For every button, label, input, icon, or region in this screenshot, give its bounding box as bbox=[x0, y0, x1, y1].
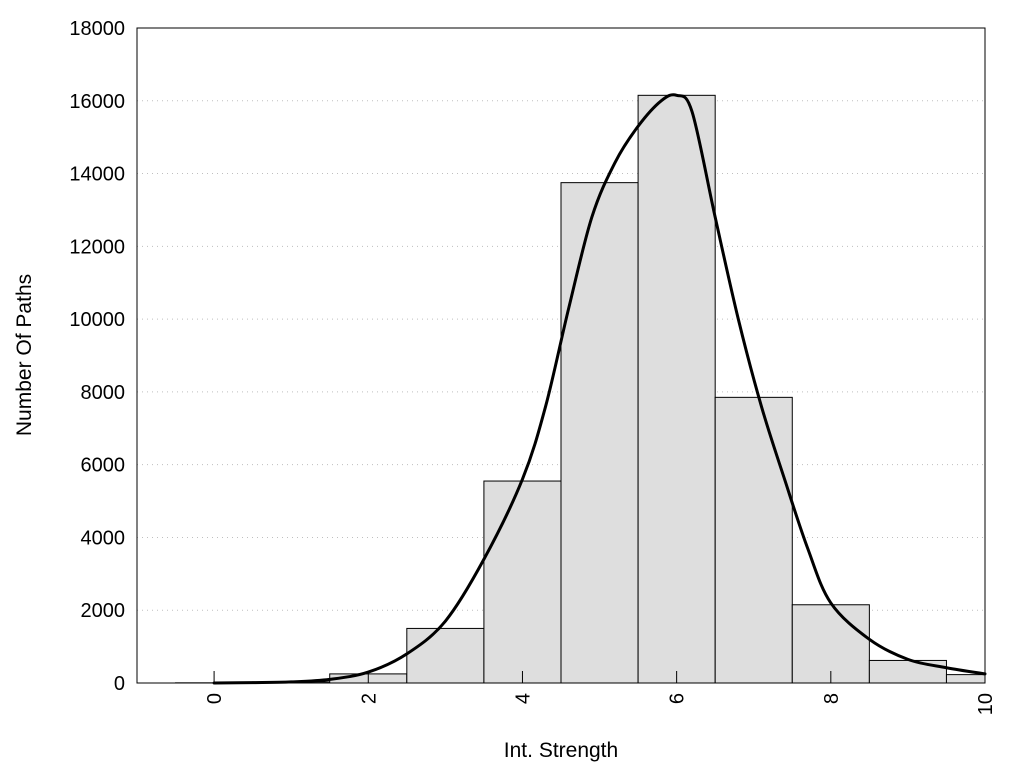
x-tick-label: 0 bbox=[204, 693, 226, 704]
x-axis-ticks: 0 2 4 6 8 10 bbox=[204, 671, 997, 715]
histogram-bar bbox=[945, 674, 986, 684]
x-tick-label: 10 bbox=[975, 693, 997, 715]
x-tick-label: 4 bbox=[512, 693, 534, 704]
x-tick-label: 8 bbox=[821, 693, 843, 704]
histogram-bar bbox=[714, 396, 793, 684]
histogram-bar bbox=[637, 94, 716, 684]
y-tick-label: 14000 bbox=[69, 164, 125, 186]
histogram-bar bbox=[868, 659, 947, 684]
x-axis-label: Int. Strength bbox=[504, 739, 618, 762]
y-tick-label: 18000 bbox=[69, 18, 125, 40]
y-tick-label: 10000 bbox=[69, 309, 125, 331]
y-tick-label: 0 bbox=[114, 673, 125, 695]
histogram-bar bbox=[406, 627, 485, 684]
histogram-bar bbox=[560, 182, 639, 684]
bar-series bbox=[175, 94, 986, 684]
y-tick-label: 16000 bbox=[69, 91, 125, 113]
histogram-bar bbox=[791, 604, 870, 684]
x-tick-label: 6 bbox=[667, 693, 689, 704]
y-tick-label: 4000 bbox=[81, 527, 126, 549]
histogram-bar bbox=[483, 480, 562, 684]
y-tick-label: 8000 bbox=[81, 382, 126, 404]
y-axis-label: Number Of Paths bbox=[13, 274, 36, 436]
y-tick-label: 12000 bbox=[69, 236, 125, 258]
y-tick-label: 6000 bbox=[81, 455, 126, 477]
y-tick-label: 2000 bbox=[81, 600, 126, 622]
x-tick-label: 2 bbox=[358, 693, 380, 704]
y-axis-ticks: 0 2000 4000 6000 8000 10000 12000 14000 16000 180… bbox=[69, 18, 125, 695]
density-curve-layer bbox=[212, 93, 987, 685]
plot-frame bbox=[136, 27, 986, 684]
density-curve bbox=[212, 93, 987, 685]
